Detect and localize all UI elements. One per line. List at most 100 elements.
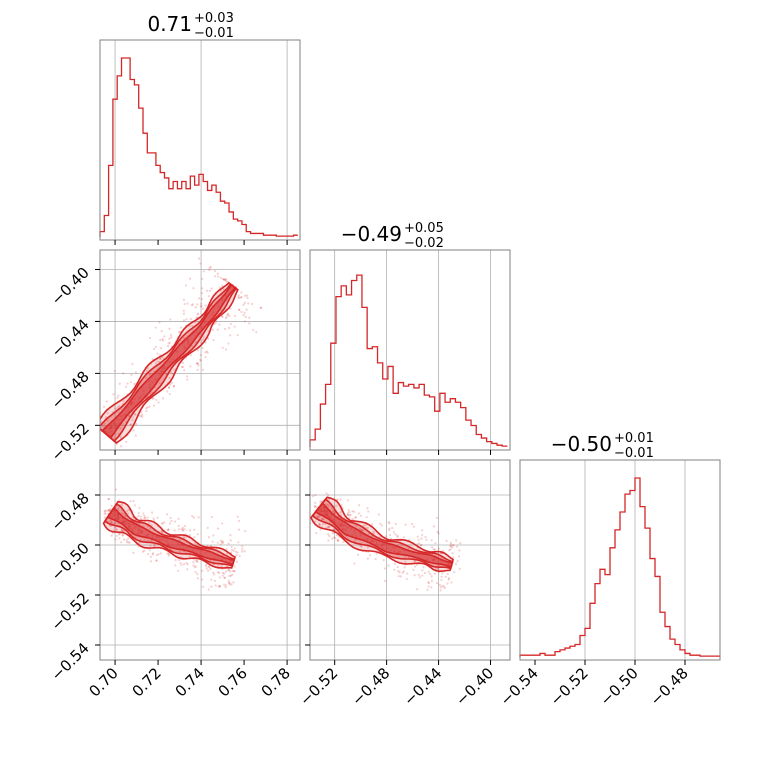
scatter-point — [233, 314, 236, 317]
scatter-point — [103, 422, 106, 425]
scatter-point — [148, 373, 151, 376]
scatter-point — [193, 528, 196, 531]
scatter-point — [182, 535, 185, 538]
scatter-point — [228, 583, 231, 586]
scatter-point — [403, 566, 406, 569]
scatter-point — [105, 509, 108, 512]
scatter-point — [454, 562, 458, 566]
scatter-point — [186, 378, 189, 381]
scatter-point — [160, 531, 164, 534]
scatter-point — [158, 381, 161, 385]
scatter-point — [143, 549, 146, 552]
scatter-point — [229, 322, 232, 326]
scatter-point — [108, 509, 111, 512]
scatter-point — [194, 321, 197, 324]
scatter-point — [244, 315, 247, 318]
scatter-point — [441, 572, 444, 575]
scatter-point — [134, 434, 137, 437]
scatter-point — [167, 342, 170, 345]
scatter-point — [207, 536, 210, 539]
scatter-point — [186, 563, 189, 566]
scatter-point — [166, 345, 170, 348]
scatter-point — [225, 280, 228, 283]
scatter-point — [122, 372, 125, 375]
scatter-point — [219, 276, 222, 280]
scatter-point — [211, 328, 214, 331]
scatter-point — [413, 574, 416, 577]
scatter-point — [126, 382, 129, 385]
scatter-point — [364, 524, 367, 527]
scatter-point — [337, 539, 340, 542]
scatter-point — [171, 372, 174, 375]
scatter-point — [218, 576, 221, 579]
scatter-point — [212, 338, 215, 342]
scatter-point — [191, 324, 194, 328]
scatter-point — [326, 503, 329, 507]
scatter-point — [241, 550, 244, 553]
scatter-point — [149, 555, 152, 558]
scatter-point — [218, 571, 221, 575]
scatter-point — [229, 334, 232, 337]
scatter-point — [366, 546, 369, 549]
scatter-point — [227, 568, 230, 572]
scatter-point — [127, 541, 130, 544]
scatter-cloud — [100, 488, 247, 591]
scatter-point — [201, 338, 205, 341]
scatter-point — [165, 513, 169, 516]
scatter-point — [232, 549, 235, 552]
scatter-point — [349, 513, 352, 517]
scatter-point — [222, 278, 225, 281]
scatter-point — [348, 516, 351, 519]
scatter-point — [230, 548, 234, 552]
hist-1-panel: −0.49 +0.05−0.02 — [309, 221, 511, 455]
scatter-point — [314, 520, 317, 523]
scatter-point — [114, 538, 117, 541]
scatter-point — [426, 588, 429, 591]
scatter-point — [201, 287, 204, 290]
scatter-point — [435, 582, 439, 585]
scatter-point — [148, 405, 151, 408]
scatter-point — [443, 586, 446, 589]
scatter-point — [416, 588, 419, 591]
scatter-point — [206, 351, 209, 354]
scatter-point — [207, 569, 210, 572]
scatter-point — [117, 394, 120, 397]
scatter-point — [325, 492, 328, 495]
scatter-point — [186, 302, 189, 305]
scatter-point — [328, 526, 331, 529]
scatter-point — [143, 514, 146, 517]
scatter-point — [227, 542, 230, 545]
scatter-point — [139, 415, 142, 418]
scatter-point — [154, 345, 157, 348]
scatter-point — [197, 516, 200, 519]
scatter-point — [180, 326, 183, 329]
scatter-point — [183, 369, 186, 372]
scatter-point — [328, 503, 331, 506]
scatter-point — [383, 567, 386, 570]
scatter-point — [130, 373, 133, 376]
scatter-point — [205, 565, 208, 568]
scatter-point — [220, 541, 224, 544]
scatter-point — [200, 297, 204, 301]
scatter-point — [243, 301, 246, 304]
scatter-2-0-panel — [95, 459, 301, 665]
panel-frame — [309, 249, 511, 451]
panel-title-lower: −0.01 — [194, 26, 234, 41]
scatter-point — [148, 527, 152, 530]
scatter-point — [224, 316, 228, 320]
scatter-point — [159, 338, 162, 342]
panel-title-lower: −0.01 — [614, 446, 654, 461]
scatter-point — [429, 572, 432, 576]
scatter-point — [178, 550, 181, 553]
scatter-point — [320, 518, 324, 521]
scatter-point — [388, 522, 391, 525]
scatter-point — [433, 548, 436, 551]
scatter-point — [149, 373, 152, 376]
scatter-point — [129, 500, 132, 503]
scatter-point — [420, 529, 424, 532]
scatter-point — [451, 556, 455, 559]
scatter-point — [197, 364, 200, 367]
scatter-point — [132, 499, 135, 503]
scatter-point — [243, 294, 247, 297]
scatter-point — [183, 302, 186, 306]
